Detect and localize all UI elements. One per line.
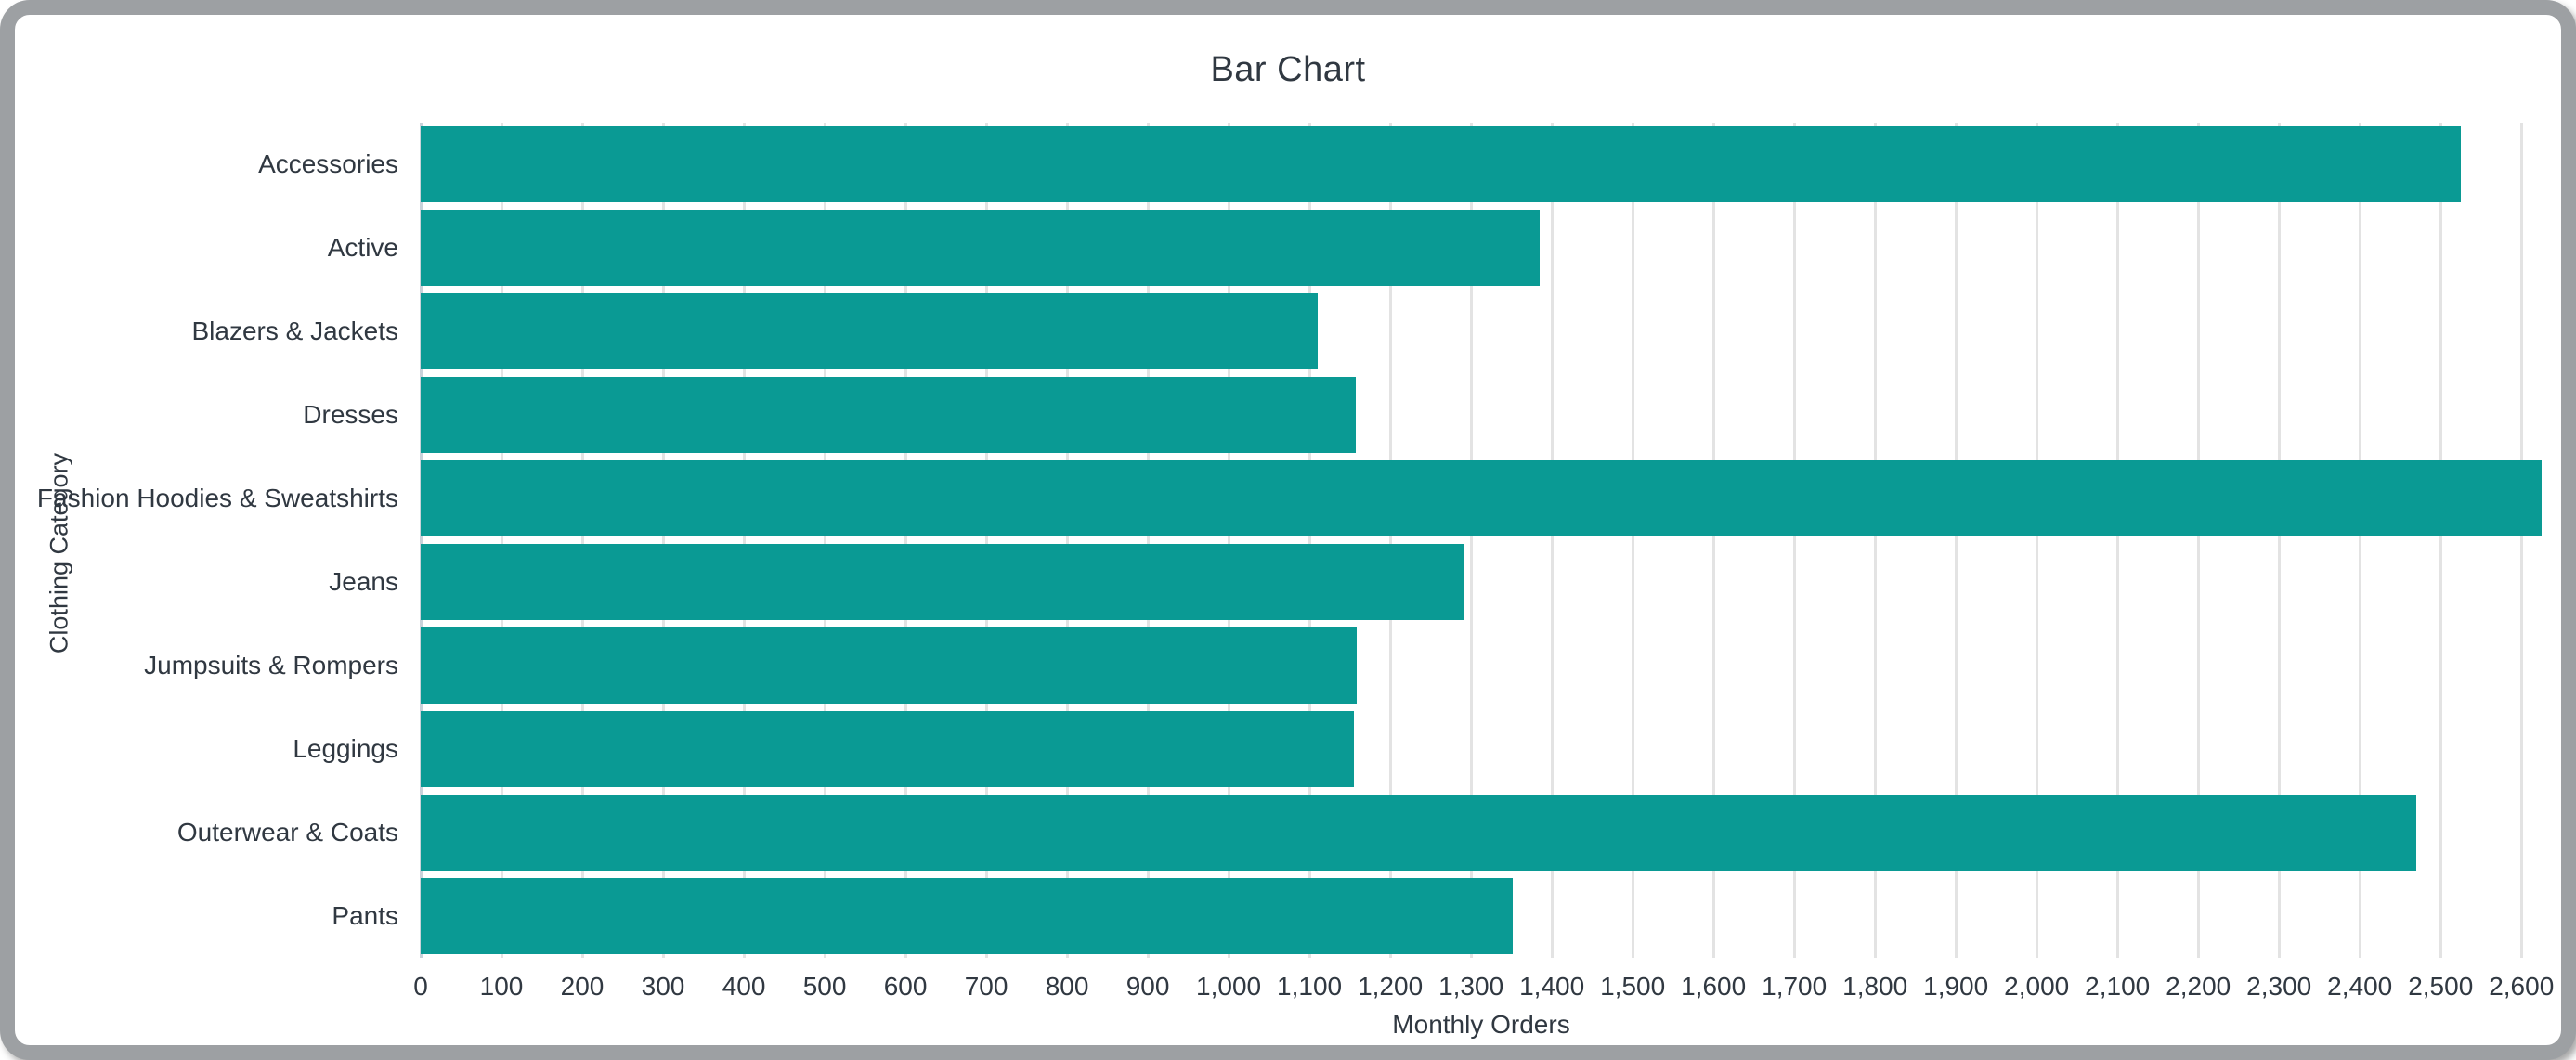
category-label: Outerwear & Coats: [176, 818, 398, 847]
gridline: [1065, 123, 1069, 958]
gridline: [823, 123, 826, 958]
category-label: Jeans: [329, 567, 398, 596]
gridline: [661, 123, 665, 958]
x-tick-label: 1,600: [1681, 972, 1747, 1001]
bar-jeans: [421, 544, 1465, 620]
x-tick-label: 1,900: [1923, 972, 1989, 1001]
gridline: [1146, 123, 1150, 958]
y-axis-category-labels: Accessories Active Blazers & Jackets Dresse…: [15, 123, 398, 958]
bar-dresses: [421, 377, 1356, 453]
plot-area: [419, 123, 2542, 958]
x-tick-label: 500: [802, 972, 847, 1001]
category-label: Fashion Hoodies & Sweatshirts: [36, 484, 398, 512]
bar-blazers-jackets: [421, 293, 1318, 369]
gridline: [1388, 123, 1392, 958]
gridline: [1227, 123, 1230, 958]
x-tick-label: 2,100: [2085, 972, 2151, 1001]
x-tick-label: 1,700: [1762, 972, 1828, 1001]
x-tick-label: 1,400: [1519, 972, 1585, 1001]
x-axis-title: Monthly Orders: [1392, 1010, 1570, 1039]
gridline: [1792, 123, 1796, 958]
x-tick-label: 2,500: [2408, 972, 2474, 1001]
x-tick-label: 2,400: [2327, 972, 2393, 1001]
category-label: Accessories: [258, 149, 398, 178]
gridline: [1873, 123, 1877, 958]
gridline: [1711, 123, 1715, 958]
category-label: Active: [327, 233, 398, 262]
bar-active: [421, 210, 1541, 286]
category-label: Dresses: [303, 400, 398, 429]
zero-axis-line: [419, 123, 423, 958]
bar-fashion-hoodies-sweatshirts: [421, 460, 2542, 536]
x-tick-label: 2,300: [2246, 972, 2312, 1001]
x-axis-tick-labels: 0 100 200 300 400 500 600 700 800 900 1,000 1,100 1,…: [413, 972, 2554, 1009]
gridline: [904, 123, 907, 958]
x-tick-label: 0: [413, 972, 428, 1001]
bar-leggings: [421, 711, 1354, 787]
gridline: [2035, 123, 2038, 958]
gridline: [2277, 123, 2281, 958]
gridline: [580, 123, 584, 958]
x-tick-label: 100: [479, 972, 524, 1001]
x-tick-label: 300: [641, 972, 685, 1001]
gridline: [1308, 123, 1311, 958]
chart-title: Bar Chart: [1210, 50, 1366, 89]
gridline: [2519, 123, 2523, 958]
x-tick-label: 900: [1125, 972, 1170, 1001]
bar-jumpsuits-rompers: [421, 627, 1357, 704]
x-tick-label: 800: [1045, 972, 1089, 1001]
gridline: [742, 123, 746, 958]
x-tick-label: 1,300: [1438, 972, 1504, 1001]
x-tick-label: 1,000: [1196, 972, 1262, 1001]
x-tick-label: 200: [560, 972, 605, 1001]
gridline: [500, 123, 503, 958]
x-tick-label: 2,600: [2489, 972, 2555, 1001]
category-label: Pants: [332, 901, 398, 930]
x-tick-label: 1,100: [1277, 972, 1343, 1001]
x-tick-label: 1,500: [1600, 972, 1666, 1001]
x-tick-label: 700: [964, 972, 1008, 1001]
x-tick-label: 2,200: [2166, 972, 2231, 1001]
gridline: [1469, 123, 1473, 958]
x-tick-label: 400: [722, 972, 766, 1001]
category-label: Leggings: [293, 734, 398, 763]
x-tick-label: 600: [883, 972, 928, 1001]
gridline: [984, 123, 988, 958]
x-tick-label: 1,200: [1358, 972, 1424, 1001]
bar-outerwear-coats: [421, 795, 2417, 871]
category-label: Blazers & Jackets: [191, 317, 398, 345]
x-tick-label: 2,000: [2004, 972, 2070, 1001]
gridline: [2358, 123, 2361, 958]
x-tick-label: 1,800: [1842, 972, 1908, 1001]
category-label: Jumpsuits & Rompers: [144, 651, 398, 679]
gridline: [2115, 123, 2119, 958]
bar-accessories: [421, 126, 2461, 202]
gridline: [1550, 123, 1554, 958]
gridline: [1631, 123, 1634, 958]
gridline: [2196, 123, 2200, 958]
bar-pants: [421, 878, 1514, 954]
gridline: [2439, 123, 2442, 958]
gridline: [1954, 123, 1958, 958]
